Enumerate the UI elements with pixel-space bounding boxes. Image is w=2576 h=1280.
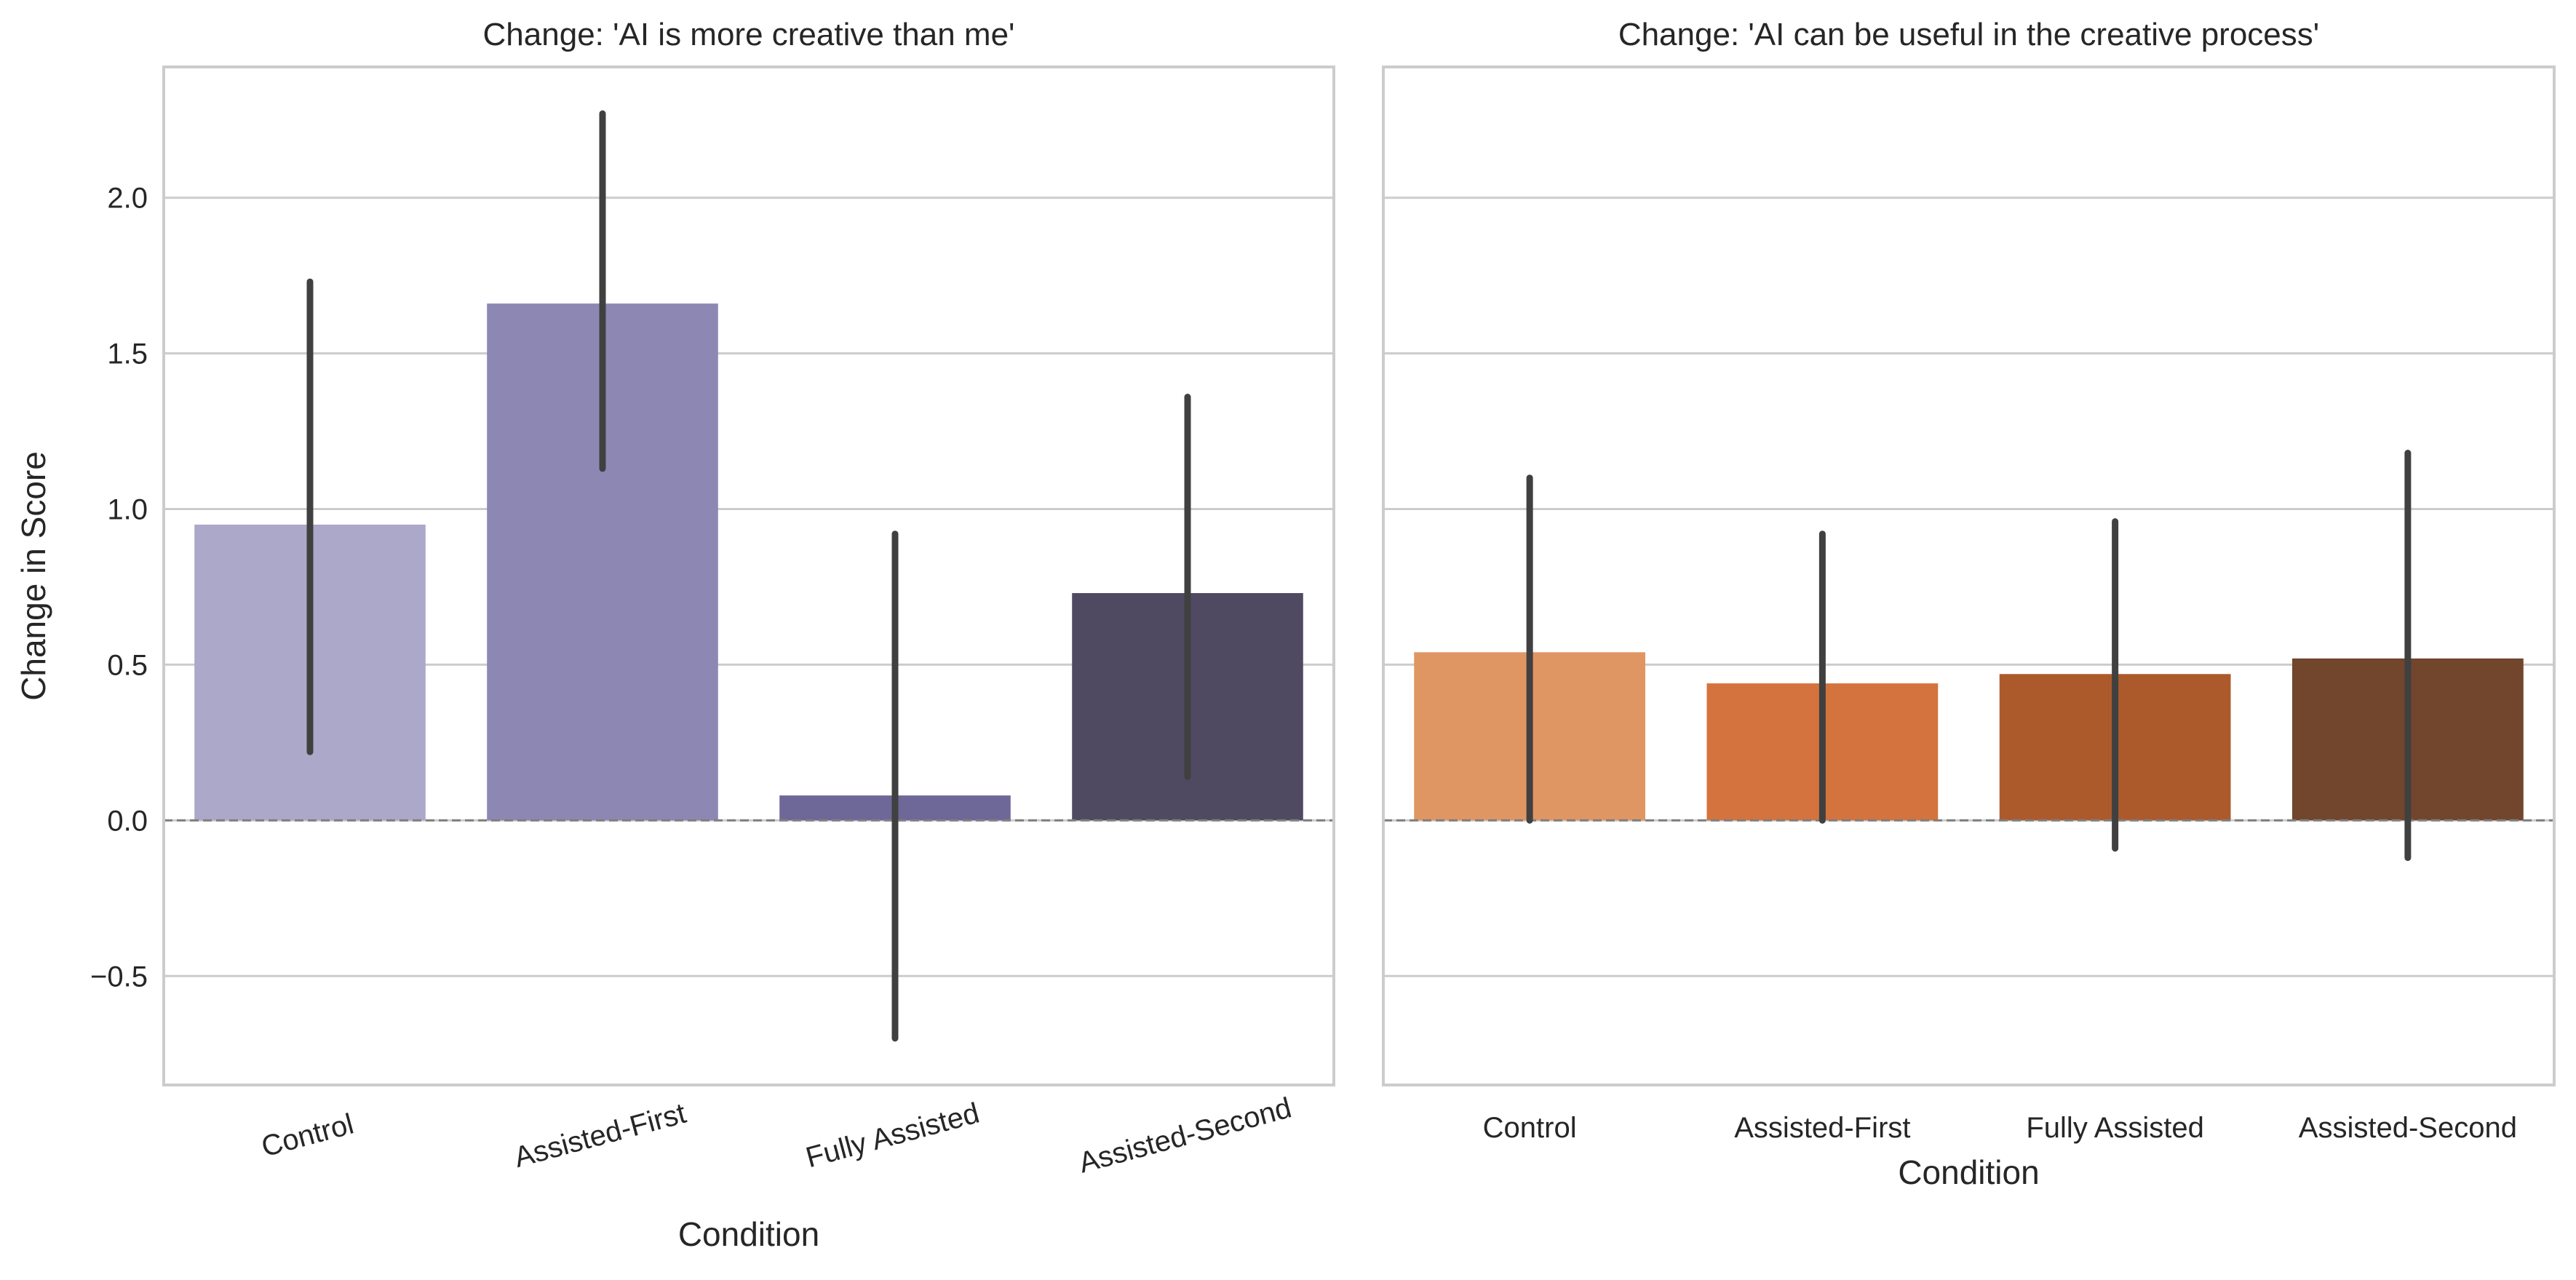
panel2-xtick-label: Control — [1483, 1112, 1577, 1144]
panel2-xtick-label: Assisted-First — [1734, 1112, 1910, 1144]
panel1-ytick-label: 1.0 — [107, 494, 148, 526]
panel2-title: Change: 'AI can be useful in the creativ… — [1618, 17, 2319, 52]
panel1-ytick-label: 0.5 — [107, 649, 148, 681]
panel1-ylabel: Change in Score — [15, 451, 52, 701]
panel1-title: Change: 'AI is more creative than me' — [483, 17, 1015, 52]
panel2-xlabel: Condition — [1898, 1153, 2039, 1191]
panel1-xtick-label: Assisted-Second — [1076, 1092, 1295, 1179]
panel1-group: −0.5 0.0 0.5 1.0 1.5 2.0 Control Assisted-First… — [15, 17, 1335, 1253]
panel1-xtick-label: Fully Assisted — [803, 1097, 983, 1174]
panel2-group: Control Assisted-First Fully Assisted Assis… — [1382, 17, 2556, 1191]
panel1-xtick-label: Assisted-First — [511, 1097, 689, 1174]
panel1-ytick-label: 1.5 — [107, 338, 148, 370]
panel1-ytick-label: −0.5 — [90, 961, 148, 993]
panel1-ytick-label: 2.0 — [107, 183, 148, 215]
panel1-xlabel: Condition — [678, 1215, 819, 1253]
panel2-xtick-label: Fully Assisted — [2026, 1112, 2204, 1144]
panel1-xtick-label: Control — [258, 1108, 357, 1164]
panel1-ytick-label: 0.0 — [107, 805, 148, 837]
panel2-xtick-label: Assisted-Second — [2299, 1112, 2517, 1144]
panel2-axes-frame — [1382, 65, 2556, 1086]
panel1-axes-frame — [162, 65, 1335, 1086]
